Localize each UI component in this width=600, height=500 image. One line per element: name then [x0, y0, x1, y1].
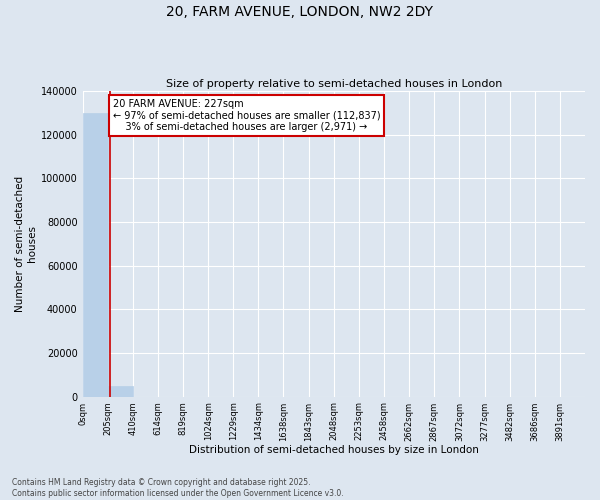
- Y-axis label: Number of semi-detached
houses: Number of semi-detached houses: [15, 176, 37, 312]
- Title: Size of property relative to semi-detached houses in London: Size of property relative to semi-detach…: [166, 79, 502, 89]
- Text: 20, FARM AVENUE, LONDON, NW2 2DY: 20, FARM AVENUE, LONDON, NW2 2DY: [167, 5, 433, 19]
- Bar: [83, 113, 107, 397]
- X-axis label: Distribution of semi-detached houses by size in London: Distribution of semi-detached houses by …: [189, 445, 479, 455]
- Bar: [107, 386, 133, 396]
- Text: 20 FARM AVENUE: 227sqm
← 97% of semi-detached houses are smaller (112,837)
    3: 20 FARM AVENUE: 227sqm ← 97% of semi-det…: [113, 99, 380, 132]
- Text: Contains HM Land Registry data © Crown copyright and database right 2025.
Contai: Contains HM Land Registry data © Crown c…: [12, 478, 344, 498]
